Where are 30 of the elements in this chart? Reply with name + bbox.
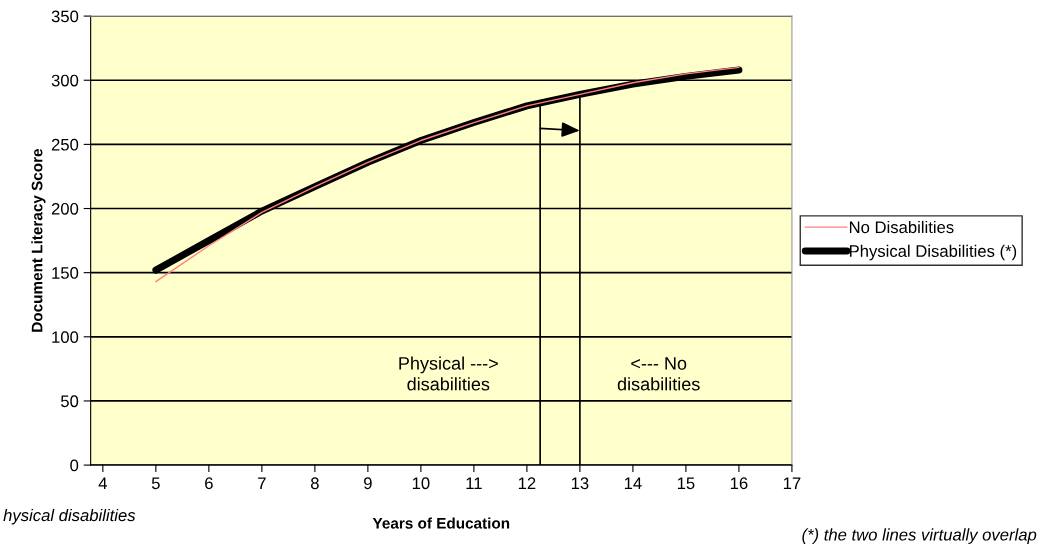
y-tick-label: 50 <box>60 395 79 408</box>
x-tick-label: 4 <box>98 477 107 489</box>
x-tick-label: 14 <box>624 477 642 489</box>
y-tick-label: 300 <box>51 74 79 87</box>
text: (*) the two lines virtually overlap <box>802 528 1037 544</box>
x-tick-label: 5 <box>151 477 160 490</box>
y-tick-label: 250 <box>51 138 79 151</box>
x-tick-label: 7 <box>258 477 266 489</box>
x-tick-label: 16 <box>730 477 748 490</box>
y-tick-label: 200 <box>51 202 79 215</box>
x-tick-label: 12 <box>518 477 536 489</box>
x-tick-label: 9 <box>364 477 372 490</box>
text: hysical disabilities <box>3 508 136 525</box>
x-tick-label: 17 <box>783 477 801 489</box>
annotation: Physical ---> disabilities <box>399 356 498 391</box>
x-axis-title: Years of Education <box>372 517 510 529</box>
x-tick-label: 11 <box>466 477 482 489</box>
y-tick-label: 100 <box>52 331 79 344</box>
legend-label: Physical Disabilities (*) <box>849 244 1017 261</box>
x-tick-label: 13 <box>571 477 589 490</box>
x-tick-label: 8 <box>310 477 319 490</box>
y-axis-title: Document Literacy Score <box>31 148 46 332</box>
x-tick-label: 10 <box>412 477 430 490</box>
annotation: <--- No disabilities <box>617 357 700 391</box>
x-tick-label: 15 <box>677 477 695 490</box>
x-tick-label: 6 <box>205 477 213 490</box>
y-tick-label: 150 <box>52 267 79 279</box>
y-tick-label: 0 <box>70 459 79 472</box>
legend-label: No Disabilities <box>849 220 954 234</box>
y-tick-label: 350 <box>51 10 79 23</box>
